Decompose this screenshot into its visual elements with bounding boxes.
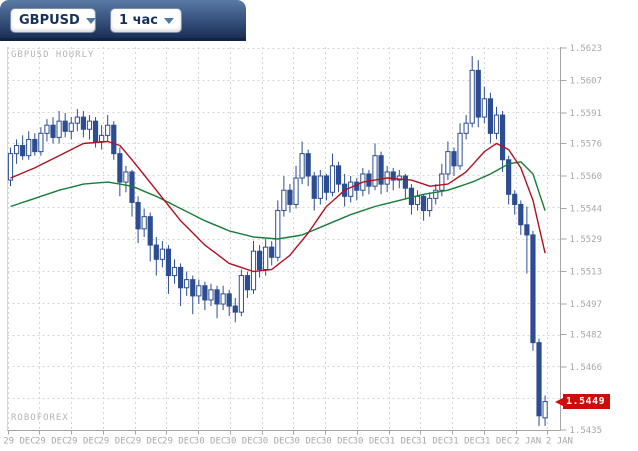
symbol-dropdown[interactable]: GBPUSD: [10, 8, 96, 33]
y-tick-label: 1.5529: [570, 235, 603, 245]
timeframe-dropdown[interactable]: 1 час: [110, 8, 182, 33]
x-tick-label: 31 DEC: [416, 437, 449, 447]
x-tick-label: 30 DEC: [194, 437, 227, 447]
y-tick-label: 1.5560: [570, 172, 603, 182]
ma-slow-line: [10, 161, 546, 240]
x-tick-label: 30 DEC: [226, 437, 259, 447]
toolbar: GBPUSD 1 час: [0, 0, 246, 41]
x-tick-label: 29 DEC: [3, 437, 36, 447]
axis-layer: [7, 47, 567, 435]
y-tick-label: 1.5623: [570, 44, 603, 54]
axis-labels-layer: 1.5623 1.5607 1.5591 1.5576 1.5560 1.5544 1.55…: [3, 44, 602, 447]
y-tick-label: 1.5544: [570, 205, 603, 215]
ma-fast-line: [10, 140, 546, 273]
y-tick-label: 1.5466: [570, 363, 603, 373]
chevron-down-icon: [163, 17, 174, 24]
y-tick-label: 1.5435: [570, 426, 603, 436]
x-tick-label: 31 DEC: [448, 437, 481, 447]
symbol-watermark: GBPUSD HOURLY: [11, 50, 95, 60]
x-tick-label: 2 JAN: [514, 437, 541, 447]
current-price-value: 1.5449: [563, 394, 611, 409]
x-tick-label: 30 DEC: [321, 437, 354, 447]
y-tick-label: 1.5497: [570, 300, 603, 310]
moving-averages-layer: [10, 140, 546, 273]
chevron-down-icon: [85, 17, 96, 24]
timeframe-dropdown-value: 1 час: [119, 13, 158, 28]
x-tick-label: 30 DEC: [289, 437, 322, 447]
x-tick-label: 29 DEC: [67, 437, 100, 447]
x-tick-label: 2 JAN: [546, 437, 573, 447]
y-tick-label: 1.5576: [570, 140, 603, 150]
y-tick-label: 1.5513: [570, 268, 603, 278]
current-price-label: 1.5449: [555, 394, 611, 409]
candles-layer: [7, 56, 548, 426]
x-tick-label: 29 DEC: [99, 437, 132, 447]
y-tick-label: 1.5591: [570, 109, 603, 119]
x-tick-label: 30 DEC: [353, 437, 386, 447]
x-tick-label: 30 DEC: [257, 437, 290, 447]
x-tick-label: 31 DEC: [384, 437, 417, 447]
x-tick-label: 29 DEC: [162, 437, 195, 447]
y-tick-label: 1.5607: [570, 77, 603, 87]
x-tick-label: 31 DEC: [480, 437, 513, 447]
x-tick-label: 29 DEC: [35, 437, 68, 447]
x-tick-label: 29 DEC: [130, 437, 163, 447]
price-label-pointer-icon: [555, 397, 563, 406]
y-tick-label: 1.5482: [570, 331, 603, 341]
symbol-dropdown-value: GBPUSD: [19, 13, 80, 28]
broker-watermark: ROBOFOREX: [11, 413, 69, 423]
